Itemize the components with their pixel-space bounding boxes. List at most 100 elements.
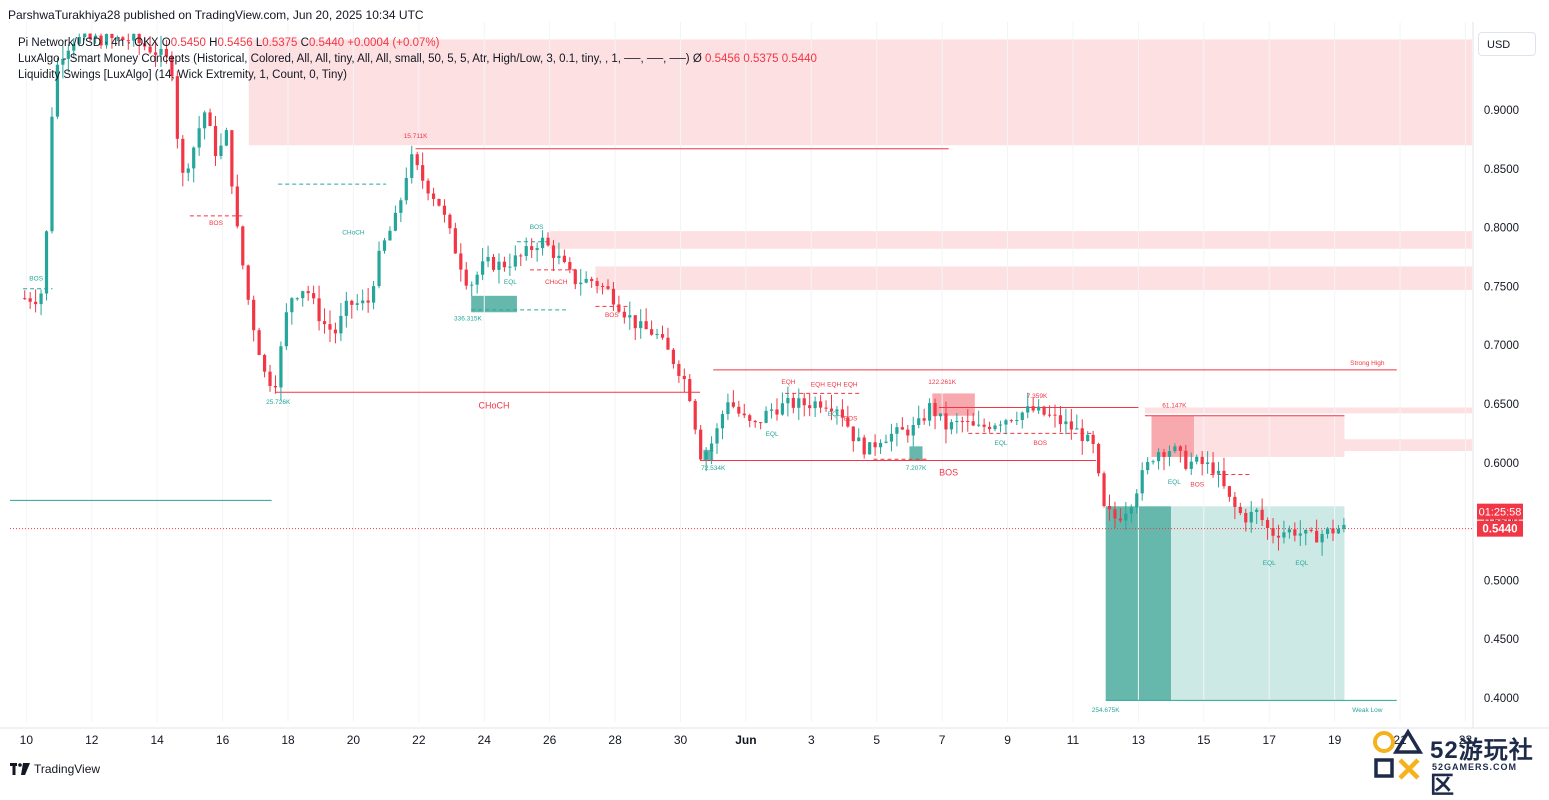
candle-8 [66, 44, 70, 73]
candle-193 [1075, 414, 1079, 430]
candle-132 [742, 403, 746, 419]
candle-70 [404, 167, 408, 205]
candle-87 [497, 253, 501, 284]
candle-body-168 [938, 413, 943, 417]
candle-112 [633, 315, 637, 341]
candle-90 [513, 245, 517, 271]
candle-58 [339, 303, 343, 342]
annotation-20: BOS [939, 468, 958, 478]
candle-137 [769, 403, 774, 419]
candle-188 [1047, 405, 1052, 418]
x-tick-label-14: 7 [939, 733, 946, 747]
candle-47 [279, 341, 283, 401]
candle-129 [726, 393, 730, 421]
candle-34 [208, 108, 212, 127]
candle-139 [780, 392, 785, 416]
currency-button[interactable]: USD [1478, 32, 1536, 56]
indicator-smc-values: 0.5456 0.5375 0.5440 [705, 53, 817, 65]
candle-body-138 [775, 409, 779, 415]
x-tick-label-7: 24 [478, 733, 492, 747]
candle-76 [437, 198, 441, 207]
candle-body-202 [1124, 513, 1128, 521]
candle-32 [197, 115, 201, 156]
candle-body-63 [366, 300, 370, 303]
candle-171 [955, 413, 959, 434]
indicator-smc-separator: Ø [692, 53, 702, 65]
candle-body-242 [1342, 524, 1346, 529]
candle-38 [230, 129, 234, 195]
candle-149 [835, 406, 839, 425]
candle-body-87 [497, 261, 501, 270]
candle-227 [1260, 498, 1264, 526]
candle-228 [1265, 517, 1270, 540]
candle-body-116 [655, 334, 659, 336]
candle-body-238 [1320, 533, 1324, 543]
candle-54 [317, 285, 321, 331]
candle-body-48 [284, 312, 288, 347]
candle-206 [1146, 457, 1150, 475]
open-value: 0.5450 [170, 37, 206, 49]
candle-body-171 [955, 420, 959, 423]
candle-226 [1255, 507, 1259, 525]
candle-196 [1091, 430, 1095, 454]
candle-233 [1293, 522, 1297, 542]
candle-191 [1064, 408, 1068, 435]
candle-body-1 [28, 298, 32, 302]
candle-51 [301, 290, 305, 307]
candle-body-85 [486, 256, 490, 262]
candle-115 [650, 320, 654, 336]
candle-158 [884, 434, 888, 444]
candle-body-165 [922, 418, 926, 421]
indicator-liquidity-label[interactable]: Liquidity Swings [LuxAlgo] (14, Wick Ext… [18, 69, 347, 81]
candle-19 [126, 33, 130, 50]
candle-body-93 [530, 246, 534, 251]
candle-body-214 [1189, 461, 1193, 469]
candle-body-14 [99, 35, 103, 46]
high-label: H [209, 37, 218, 49]
candle-body-222 [1233, 496, 1237, 507]
candle-body-204 [1135, 493, 1139, 508]
candle-body-219 [1216, 470, 1221, 474]
candle-body-185 [1031, 406, 1035, 411]
candle-body-122 [688, 379, 692, 401]
candle-190 [1058, 405, 1063, 433]
candle-body-82 [470, 284, 474, 286]
open-label: O [161, 37, 171, 49]
candle-97 [551, 240, 556, 271]
candle-17 [115, 35, 119, 42]
candle-body-12 [88, 33, 92, 39]
candle-232 [1287, 525, 1291, 539]
candle-body-119 [671, 349, 676, 364]
watermark-subtext: 52GAMERS.COM [1432, 762, 1518, 772]
candle-body-133 [748, 415, 752, 421]
candle-161 [900, 417, 904, 430]
annotation-6: CHoCH [545, 279, 568, 286]
candle-body-201 [1118, 518, 1123, 521]
candle-body-43 [257, 330, 261, 356]
candle-body-101 [573, 269, 577, 285]
candle-231 [1282, 520, 1286, 544]
candle-167 [933, 398, 937, 430]
candle-45 [268, 364, 272, 392]
candle-126 [709, 436, 714, 465]
tradingview-brand[interactable]: TradingView [10, 762, 100, 776]
candle-body-151 [846, 417, 850, 427]
candle-body-7 [61, 58, 65, 65]
indicator-smc-label[interactable]: LuxAlgo - Smart Money Concepts (Historic… [18, 53, 690, 65]
x-tick-label-11: Jun [735, 733, 756, 747]
candle-185 [1031, 397, 1035, 413]
candle-73 [421, 152, 425, 189]
candle-body-155 [868, 442, 872, 455]
candle-187 [1042, 405, 1046, 417]
annotation-11: 72.534K [701, 465, 726, 472]
candle-body-26 [164, 48, 169, 56]
candle-79 [453, 222, 457, 254]
low-label: L [255, 37, 263, 49]
symbol-name[interactable]: Pi Network/USD · 4h · OKX [18, 37, 159, 49]
candle-33 [203, 110, 207, 140]
candle-body-172 [960, 420, 964, 422]
x-tick-label-9: 28 [608, 733, 622, 747]
candle-92 [524, 237, 528, 261]
